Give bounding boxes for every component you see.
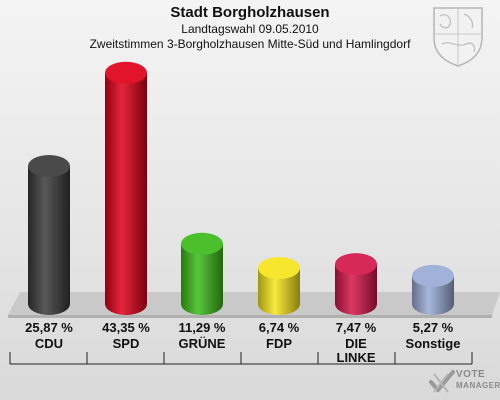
category-label: GRÜNE	[178, 336, 226, 351]
bar-top	[412, 264, 454, 287]
bar-body	[28, 166, 70, 315]
category-label: Sonstige	[405, 336, 461, 351]
category-label: DIE LINKE	[336, 336, 376, 365]
vote-manager-logo	[429, 370, 455, 393]
bar-body	[105, 72, 147, 315]
category-label: FDP	[266, 336, 292, 351]
bar-sonstige	[412, 264, 454, 315]
bar-body	[181, 243, 223, 315]
bar-die-linke	[335, 253, 377, 315]
chart-subtitle-2: Zweitstimmen 3-Borgholzhausen Mitte-Süd …	[89, 37, 411, 51]
bar-fdp	[258, 257, 300, 315]
value-label: 11,29 %	[178, 320, 226, 335]
bar-grüne	[181, 232, 223, 315]
logo-text-vote: VOTE	[456, 369, 486, 380]
bar-top	[105, 61, 147, 84]
bar-body	[412, 275, 454, 315]
value-label: 5,27 %	[412, 320, 454, 335]
coat-of-arms-icon	[433, 7, 483, 67]
bar-body	[258, 268, 300, 315]
bar-body	[335, 264, 377, 315]
value-label: 25,87 %	[25, 320, 73, 335]
bar-spd	[105, 61, 147, 315]
value-label: 43,35 %	[102, 320, 150, 335]
chart-subtitle: Landtagswahl 09.05.2010	[181, 22, 319, 36]
bar-top	[28, 155, 70, 178]
bar-top	[335, 253, 377, 276]
value-label: 6,74 %	[258, 320, 300, 335]
value-label: 7,47 %	[335, 320, 377, 335]
bar-top	[258, 257, 300, 280]
logo-text-manager: MANAGER	[456, 381, 500, 390]
category-label: CDU	[34, 336, 64, 351]
bar-top	[181, 232, 223, 255]
chart-title: Stadt Borgholzhausen	[170, 4, 330, 21]
bar-cdu	[28, 155, 70, 315]
category-label: SPD	[112, 336, 140, 351]
chart-floor-edge	[8, 315, 492, 318]
